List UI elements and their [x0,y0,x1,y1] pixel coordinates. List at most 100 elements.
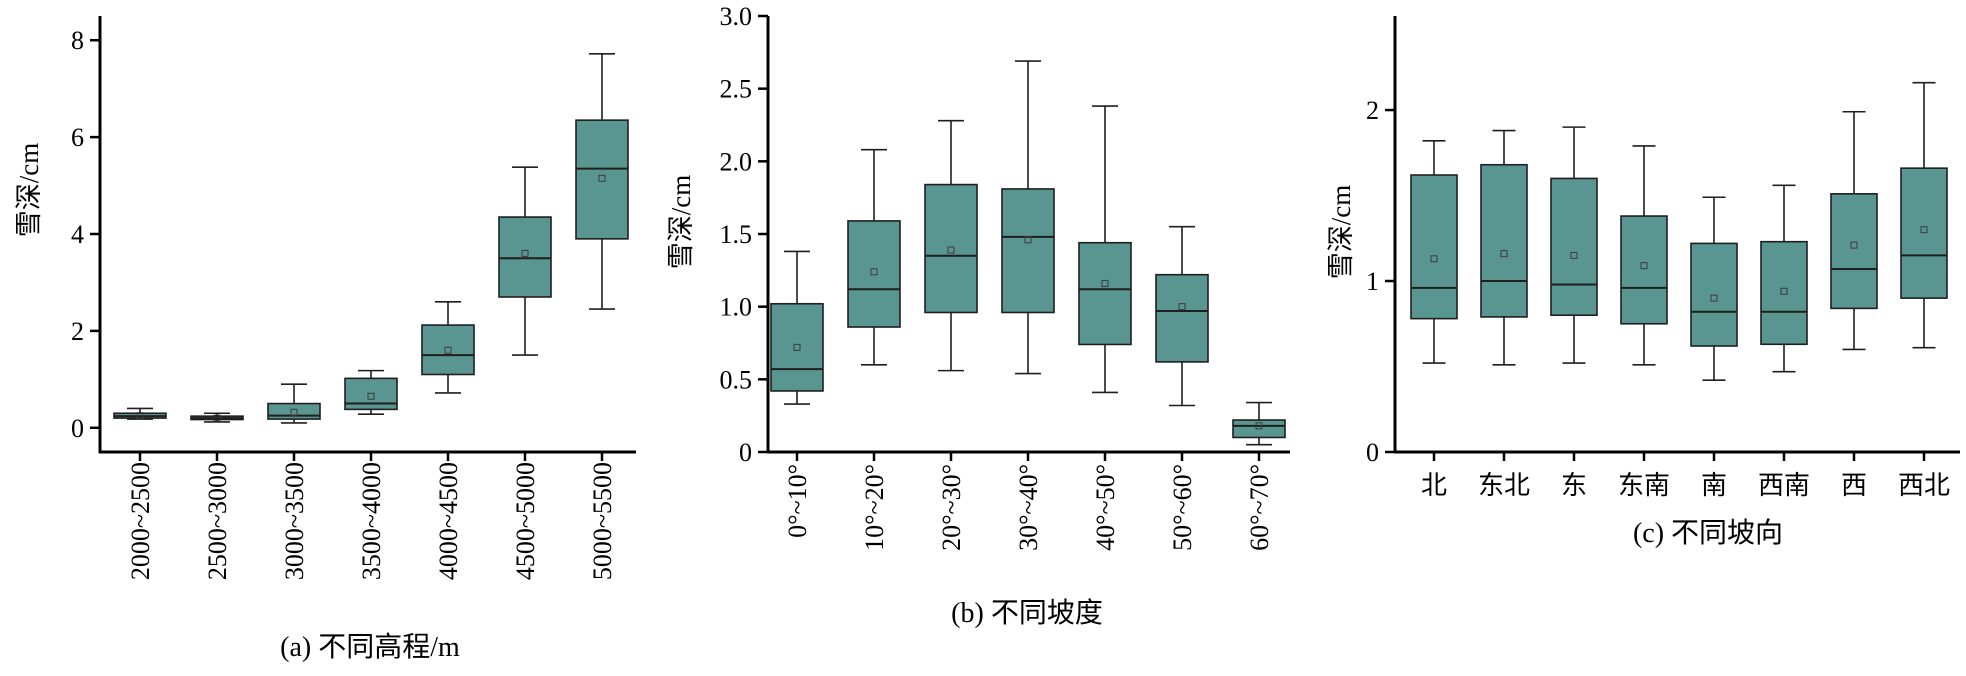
mean-marker [521,249,529,257]
mean-marker [1850,241,1858,249]
iqr-box [1760,240,1808,346]
x-tick-label: 0°~10° [783,464,812,538]
mean-marker [290,408,298,416]
mean-marker [136,412,144,420]
box-4: 40°~50° [1078,105,1132,551]
y-tick-label: 1.5 [720,220,753,249]
y-tick-label: 0.5 [720,365,753,394]
mean-marker [1255,422,1263,430]
iqr-box [1410,174,1458,320]
y-tick-label: 8 [71,26,84,55]
box-0: 北 [1410,140,1458,500]
iqr-box [575,119,629,240]
y-tick-label: 4 [71,220,84,249]
x-tick-label: 3000~3500 [280,462,309,580]
mean-marker [1430,255,1438,263]
box-3: 30°~40° [1001,60,1055,551]
mean-marker [367,392,375,400]
x-tick-label: 3500~4000 [357,462,386,580]
mean-marker [1920,226,1928,234]
x-tick-label: 10°~20° [860,464,889,551]
y-axis-title: 雪深/cm [1326,185,1356,280]
y-tick-label: 1 [1366,267,1379,296]
y-tick-label: 2 [1366,96,1379,125]
panel-a: 0 2 4 6 8 雪深/cm 2000~2500 2500~3000 3000~3500 350… [14,16,636,580]
iqr-box [1550,177,1598,317]
panel-c: 0 1 2 雪深/cm 北 东北 东 东南 南 西南 西 西北 [1326,16,1960,500]
iqr-box [1620,215,1668,325]
x-tick-label: 东南 [1618,471,1670,500]
panel-a-caption: (a) 不同高程/m [280,631,460,663]
y-tick-label: 0 [739,438,752,467]
x-tick-label: 2000~2500 [126,462,155,580]
mean-marker [1640,262,1648,270]
box-5: 西南 [1758,184,1810,500]
box-5: 4500~5000 [498,166,552,580]
iqr-box [1078,241,1132,346]
y-tick-label: 2.0 [720,147,753,176]
box-3: 东南 [1618,145,1670,500]
mean-marker [947,246,955,254]
y-axis-title: 雪深/cm [666,175,696,270]
mean-marker [1500,250,1508,258]
mean-marker [1570,251,1578,259]
x-tick-label: 西 [1841,471,1867,500]
x-tick-label: 20°~30° [937,464,966,551]
x-tick-label: 60°~70° [1245,464,1274,551]
iqr-box [498,216,552,298]
box-4: 南 [1690,196,1738,500]
y-tick-label: 3.0 [720,2,753,31]
box-6: 60°~70° [1232,401,1286,551]
mean-marker [598,174,606,182]
box-7: 西北 [1898,81,1950,500]
iqr-box [421,324,475,376]
x-tick-label: 2500~3000 [203,462,232,580]
box-2: 东 [1550,126,1598,500]
y-tick-label: 0 [1366,438,1379,467]
x-tick-label: 5000~5500 [588,462,617,580]
x-tick-label: 30°~40° [1014,464,1043,551]
iqr-box [924,183,978,314]
mean-marker [1780,287,1788,295]
y-tick-label: 2 [71,317,84,346]
x-tick-label: 北 [1421,471,1447,500]
box-0: 0°~10° [770,250,824,538]
mean-marker [1710,294,1718,302]
y-axis-title: 雪深/cm [14,143,44,238]
iqr-box [1001,188,1055,314]
iqr-box [344,377,398,411]
y-tick-label: 2.5 [720,75,753,104]
mean-marker [793,343,801,351]
box-4: 4000~4500 [421,301,475,580]
box-6: 西 [1830,110,1878,500]
mean-marker [870,268,878,276]
iqr-box [770,302,824,392]
box-2: 3000~3500 [267,383,321,580]
box-0: 2000~2500 [113,407,167,580]
box-1: 10°~20° [847,148,901,551]
x-tick-label: 50°~60° [1168,464,1197,551]
box-1: 东北 [1478,129,1530,500]
x-tick-label: 西北 [1898,471,1950,500]
x-tick-label: 40°~50° [1091,464,1120,551]
mean-marker [1024,236,1032,244]
iqr-box [1830,193,1878,310]
box-2: 20°~30° [924,119,978,551]
panel-b-caption: (b) 不同坡度 [951,597,1103,629]
x-tick-label: 西南 [1758,471,1810,500]
x-tick-label: 东北 [1478,471,1530,500]
iqr-box [1480,163,1528,318]
mean-marker [444,346,452,354]
x-tick-label: 4000~4500 [434,462,463,580]
y-tick-label: 1.0 [720,293,753,322]
box-6: 5000~5500 [575,52,629,580]
x-tick-label: 南 [1701,471,1727,500]
iqr-box [267,402,321,420]
panel-b: 0 0.5 1.0 1.5 2.0 2.5 3.0 雪深/cm 0°~10° 10°~20° 20°… [666,2,1290,551]
box-5: 50°~60° [1155,225,1209,551]
box-1: 2500~3000 [190,412,244,580]
y-tick-label: 0 [71,414,84,443]
y-tick-label: 6 [71,123,84,152]
x-tick-label: 4500~5000 [511,462,540,580]
